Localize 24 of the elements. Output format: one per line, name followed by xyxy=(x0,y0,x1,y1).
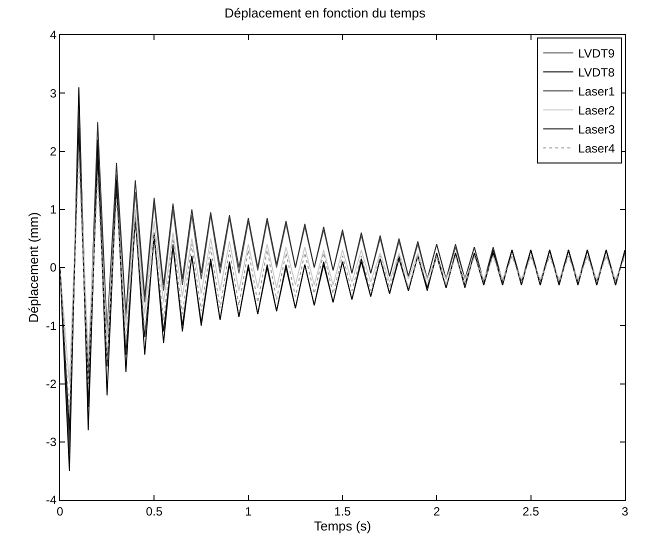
x-tick-label: 2 xyxy=(433,504,440,518)
x-tick-label: 3 xyxy=(622,504,629,518)
y-tick-label: 2 xyxy=(50,144,57,158)
legend-label: LVDT9 xyxy=(578,46,615,61)
y-tick-label: 0 xyxy=(50,260,57,275)
y-tick-label: -3 xyxy=(46,435,57,450)
x-tick-label: 1.5 xyxy=(334,504,352,518)
x-axis-title: Temps (s) xyxy=(314,518,372,534)
legend-label: LVDT8 xyxy=(578,66,615,80)
x-tick-label: 1 xyxy=(244,504,252,518)
y-tick-label: -4 xyxy=(46,493,57,508)
legend-label: Laser2 xyxy=(578,104,616,118)
y-axis-title: Déplacement (mm) xyxy=(26,212,41,323)
legend-label: Laser3 xyxy=(578,122,616,137)
y-tick-label: -2 xyxy=(46,376,57,391)
legend-label: Laser4 xyxy=(578,142,616,156)
y-tick-label: 4 xyxy=(50,28,57,42)
chart-title: Déplacement en fonction du temps xyxy=(224,5,426,20)
x-tick-label: 2.5 xyxy=(522,504,540,518)
x-tick-label: 0.5 xyxy=(146,504,163,518)
legend-label: Laser1 xyxy=(578,84,616,99)
y-tick-label: -1 xyxy=(46,318,57,333)
y-tick-label: 1 xyxy=(50,202,57,217)
y-tick-label: 3 xyxy=(50,86,57,100)
